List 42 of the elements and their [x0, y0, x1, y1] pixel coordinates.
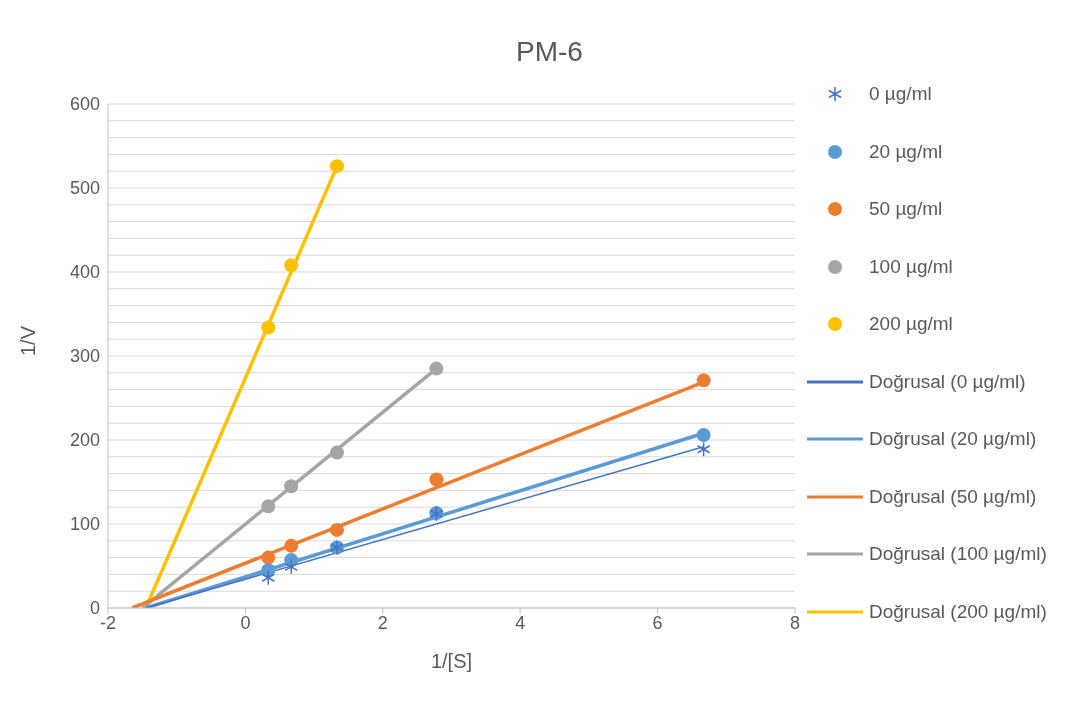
y-tick-label: 300 — [69, 346, 100, 367]
legend-label: Doğrusal (0 µg/ml) — [869, 370, 1026, 393]
legend-label: Doğrusal (50 µg/ml) — [869, 485, 1037, 508]
point — [696, 427, 711, 442]
point — [284, 258, 299, 273]
x-axis-title: 1/[S] — [430, 650, 473, 672]
point — [329, 445, 344, 460]
point — [284, 538, 299, 553]
y-axis-title: 1/V — [17, 325, 40, 356]
x-tick-label: -2 — [99, 612, 117, 633]
x-tick-label: 2 — [377, 612, 388, 633]
y-tick-label: 600 — [69, 94, 100, 115]
y-tick-label: 400 — [69, 262, 100, 283]
x-tick-label: 0 — [240, 612, 251, 633]
point — [696, 441, 711, 457]
x-tick-label: 6 — [652, 612, 663, 633]
point — [429, 472, 444, 487]
legend-label: Doğrusal (20 µg/ml) — [869, 428, 1037, 451]
legend-label: Doğrusal (200 µg/ml) — [869, 600, 1047, 623]
point — [261, 570, 276, 586]
point — [329, 159, 344, 174]
y-tick-label: 0 — [89, 598, 100, 619]
point — [329, 522, 344, 537]
x-tick-label: 8 — [789, 612, 801, 633]
point — [261, 320, 276, 335]
point — [284, 559, 299, 575]
legend-label: 20 µg/ml — [869, 140, 943, 163]
point — [284, 479, 299, 494]
y-tick-label: 100 — [69, 514, 100, 535]
legend-label: Doğrusal (100 µg/ml) — [869, 543, 1047, 566]
point — [696, 373, 711, 388]
chart-title: PM-6 — [515, 36, 584, 68]
legend-label: 0 µg/ml — [869, 83, 932, 106]
legend-label: 100 µg/ml — [869, 255, 953, 278]
legend-label: 200 µg/ml — [869, 313, 953, 336]
point — [261, 550, 276, 565]
y-tick-label: 200 — [69, 430, 100, 451]
x-tick-label: 4 — [515, 612, 526, 633]
y-tick-label: 500 — [69, 178, 100, 199]
point — [261, 499, 276, 514]
legend-label: 50 µg/ml — [869, 198, 943, 221]
point — [429, 361, 444, 376]
